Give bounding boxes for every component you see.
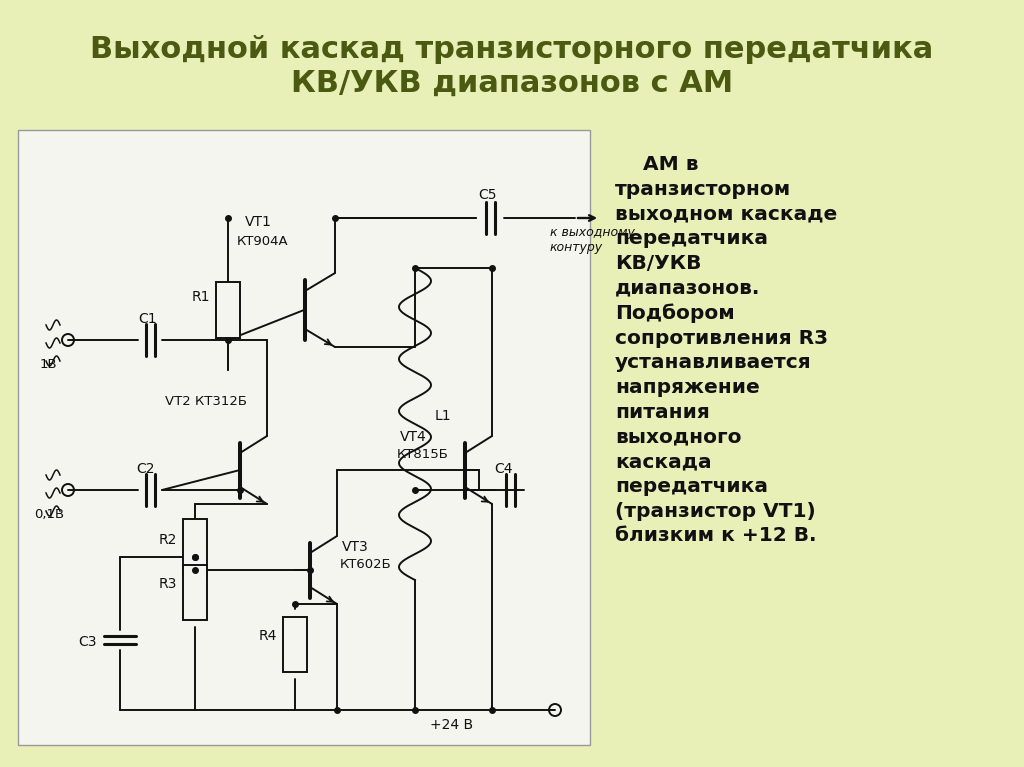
Bar — [283, 617, 307, 671]
Text: R1: R1 — [193, 290, 211, 304]
Text: C2: C2 — [136, 462, 155, 476]
Text: R3: R3 — [159, 577, 177, 591]
Bar — [18, 130, 590, 745]
Text: VT4: VT4 — [400, 430, 427, 444]
Text: C5: C5 — [478, 188, 497, 202]
Text: +24 В: +24 В — [430, 718, 473, 732]
Bar — [183, 519, 207, 577]
Text: АМ в
транзисторном
выходном каскаде
передатчика
КВ/УКВ
диапазонов.
Подбором
сопр: АМ в транзисторном выходном каскаде пере… — [615, 155, 838, 545]
Text: к выходному
контуру: к выходному контуру — [550, 226, 635, 254]
Bar — [183, 565, 207, 620]
Text: R4: R4 — [259, 629, 278, 643]
Text: VT2 КТ312Б: VT2 КТ312Б — [165, 395, 247, 408]
Text: 1В: 1В — [40, 358, 57, 371]
Text: 0,1В: 0,1В — [34, 508, 65, 521]
Text: VT1: VT1 — [245, 215, 272, 229]
Text: VT3: VT3 — [342, 540, 369, 554]
Text: C3: C3 — [78, 635, 96, 649]
Text: КТ815Б: КТ815Б — [397, 448, 449, 461]
Text: C4: C4 — [494, 462, 512, 476]
Text: Выходной каскад транзисторного передатчика
КВ/УКВ диапазонов с АМ: Выходной каскад транзисторного передатчи… — [90, 35, 934, 97]
Text: C1: C1 — [138, 312, 157, 326]
Text: L1: L1 — [435, 409, 452, 423]
Text: КТ904А: КТ904А — [237, 235, 289, 248]
Text: R2: R2 — [159, 533, 177, 547]
Bar — [216, 282, 240, 338]
Text: КТ602Б: КТ602Б — [340, 558, 392, 571]
